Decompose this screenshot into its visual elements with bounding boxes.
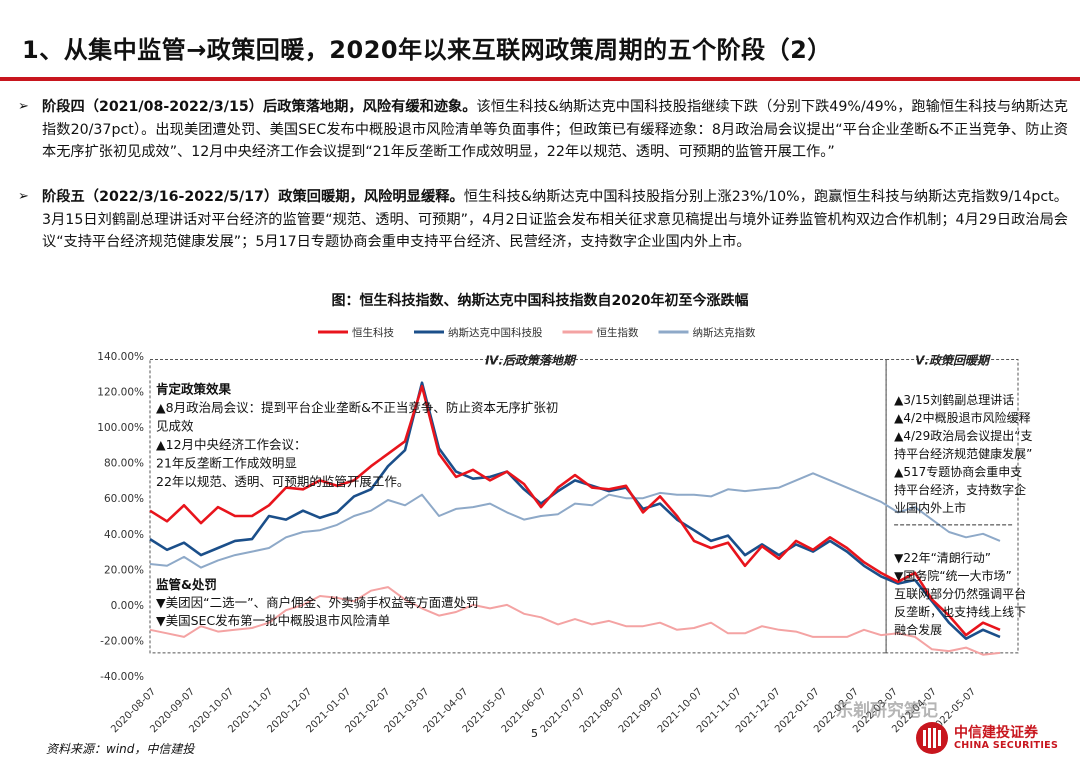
annotation-warming-line-0: ▲3/15刘鹤副总理讲话 [894,392,1014,407]
bullet-phase-5: ➢ 阶段五（2022/3/16-2022/5/17）政策回暖期，风险明显缓释。恒… [18,186,1068,254]
page-title: 1、从集中监管→政策回暖，2020年以来互联网政策周期的五个阶段（2） [22,36,832,64]
arrow-bullet-icon: ➢ [18,99,29,114]
y-tick-label: 40.00% [104,529,144,541]
annotation-warming-line-2: ▲4/29政治局会议提出“支 [894,428,1032,443]
annotation-phase5-neg-line-1: ▼国务院“统一大市场” [894,568,1012,583]
y-tick-label: 120.00% [97,387,144,399]
line-chart: 恒生科技 纳斯达克中国科技股 恒生指数 纳斯达克指数 140.00% 120.00% 10… [97,326,1033,735]
y-tick-label: 140.00% [97,351,144,363]
annotation-positive-line-4: 21年反垄断工作成效明显 [156,455,297,470]
legend-label-3: 纳斯达克指数 [693,326,756,339]
phase-frames: Ⅳ.后政策落地期 Ⅴ.政策回暖期 [149,354,1019,654]
y-tick-label: 0.00% [111,600,144,612]
logo-name-en: CHINA SECURITIES [954,740,1059,751]
series-line-2 [149,586,1001,656]
y-tick-label: 80.00% [104,458,144,470]
annotation-warming-line-6: 业国内外上市 [894,500,966,515]
chart-legend: 恒生科技 纳斯达克中国科技股 恒生指数 纳斯达克指数 [318,326,756,339]
y-tick-label: 100.00% [97,422,144,434]
annotation-positive-line-5: 22年以规范、透明、可预期的监管开展工作。 [156,474,409,489]
logo-icon [916,722,948,754]
bullet-lead: 阶段五（2022/3/16-2022/5/17）政策回暖期，风险明显缓释。 [42,189,464,205]
title-underline [0,77,1080,81]
series-line-3 [149,472,1001,569]
series-lines [149,381,1001,656]
annotation-regulation-line-2: ▼美国SEC发布第一批中概股退市风险清单 [156,613,390,628]
legend-label-0: 恒生科技 [352,326,394,339]
phase-5-frame [885,359,1019,654]
annotation-warming-line-3: 持平台经济规范健康发展” [894,446,1032,461]
company-logo: 中信建投证券 CHINA SECURITIES [914,718,1074,758]
page-number: 5 [531,727,538,740]
phase-4-label: Ⅳ.后政策落地期 [485,354,577,368]
annotation-warming-line-5: 持平台经济，支持数字企 [894,482,1026,497]
chart-annotations: 肯定政策效果 ▲8月政治局会议：提到平台企业垄断&不正当竞争、防止资本无序扩张初见… [156,381,1033,637]
annotation-regulation-line-0: 监管&处罚 [156,577,217,592]
annotation-phase5-neg-line-4: 融合发展 [894,622,942,637]
annotation-phase5-neg-line-0: ▼22年“清朗行动” [894,551,991,565]
y-axis: 140.00% 120.00% 100.00% 80.00% 60.00% 40.00% 2… [97,351,144,683]
annotation-positive-line-2: 见成效 [156,418,194,433]
annotation-phase5-neg-line-3: 反垄断，也支持线上线下 [894,604,1026,619]
annotation-phase5-neg-line-2: 互联网部分仍然强调平台 [894,586,1026,601]
annotation-positive-line-0: 肯定政策效果 [156,381,232,396]
annotation-regulation-line-1: ▼美团因“二选一”、商户佣金、外卖骑手权益等方面遭处罚 [156,595,479,610]
bullet-body: 该恒生科技&纳斯达克中国科技股指继续下跌（分别下跌49%/49%，跑输恒生科技与… [42,99,1068,160]
logo-name-cn: 中信建投证券 [954,725,1038,741]
annotation-warming-line-1: ▲4/2中概股退市风险缓释 [894,410,1031,425]
y-tick-label: -40.00% [100,671,144,683]
y-tick-label: 20.00% [104,564,144,576]
figure-title: 图：恒生科技指数、纳斯达克中国科技指数自2020年初至今涨跌幅 [331,293,749,309]
series-line-1 [149,381,1001,641]
annotation-positive-line-1: ▲8月政治局会议：提到平台企业垄断&不正当竞争、防止资本无序扩张初 [156,400,558,415]
bullet-phase-4: ➢ 阶段四（2021/08-2022/3/15）后政策落地期，风险有缓和迹象。该… [18,96,1068,164]
bullet-body: 恒生科技&纳斯达克中国科技股指分别上涨23%/10%，跑赢恒生科技与纳斯达克指数… [42,189,1068,250]
phase-5-label: Ⅴ.政策回暖期 [915,354,991,368]
bullet-lead: 阶段四（2021/08-2022/3/15）后政策落地期，风险有缓和迹象。 [42,99,477,115]
arrow-bullet-icon: ➢ [18,189,29,204]
annotation-positive-line-3: ▲12月中央经济工作会议： [156,437,307,452]
legend-label-1: 纳斯达克中国科技股 [448,326,543,339]
source-note: 资料来源：wind，中信建投 [46,742,195,756]
legend-label-2: 恒生指数 [597,326,639,339]
y-tick-label: -20.00% [100,635,144,647]
annotation-warming-line-4: ▲517专题协商会重申支 [894,464,1022,479]
watermark: 乐剃研究笔记 [836,701,938,721]
series-line-0 [149,384,1001,637]
y-tick-label: 60.00% [104,493,144,505]
